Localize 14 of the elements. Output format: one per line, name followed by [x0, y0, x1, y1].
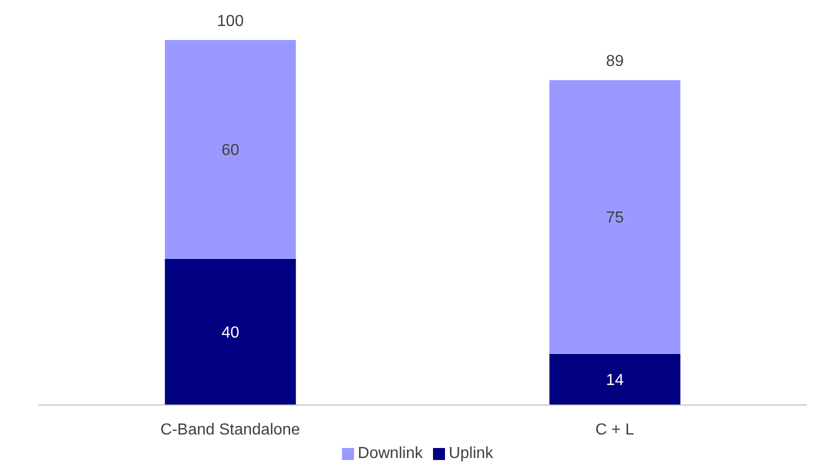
x-tick-label: C-Band Standalone	[160, 421, 300, 438]
data-label: 40	[221, 324, 240, 342]
legend-label: Downlink	[358, 445, 423, 462]
bar	[549, 80, 680, 354]
data-label: 14	[606, 372, 624, 390]
legend-label: Uplink	[448, 445, 494, 462]
bar	[164, 259, 296, 405]
x-tick-label: C + L	[595, 421, 634, 438]
total-label: 100	[217, 13, 244, 30]
total-label: 89	[606, 53, 624, 70]
bar	[549, 354, 680, 405]
bar	[164, 40, 296, 259]
data-label: 75	[606, 210, 624, 227]
data-label: 60	[221, 142, 240, 160]
